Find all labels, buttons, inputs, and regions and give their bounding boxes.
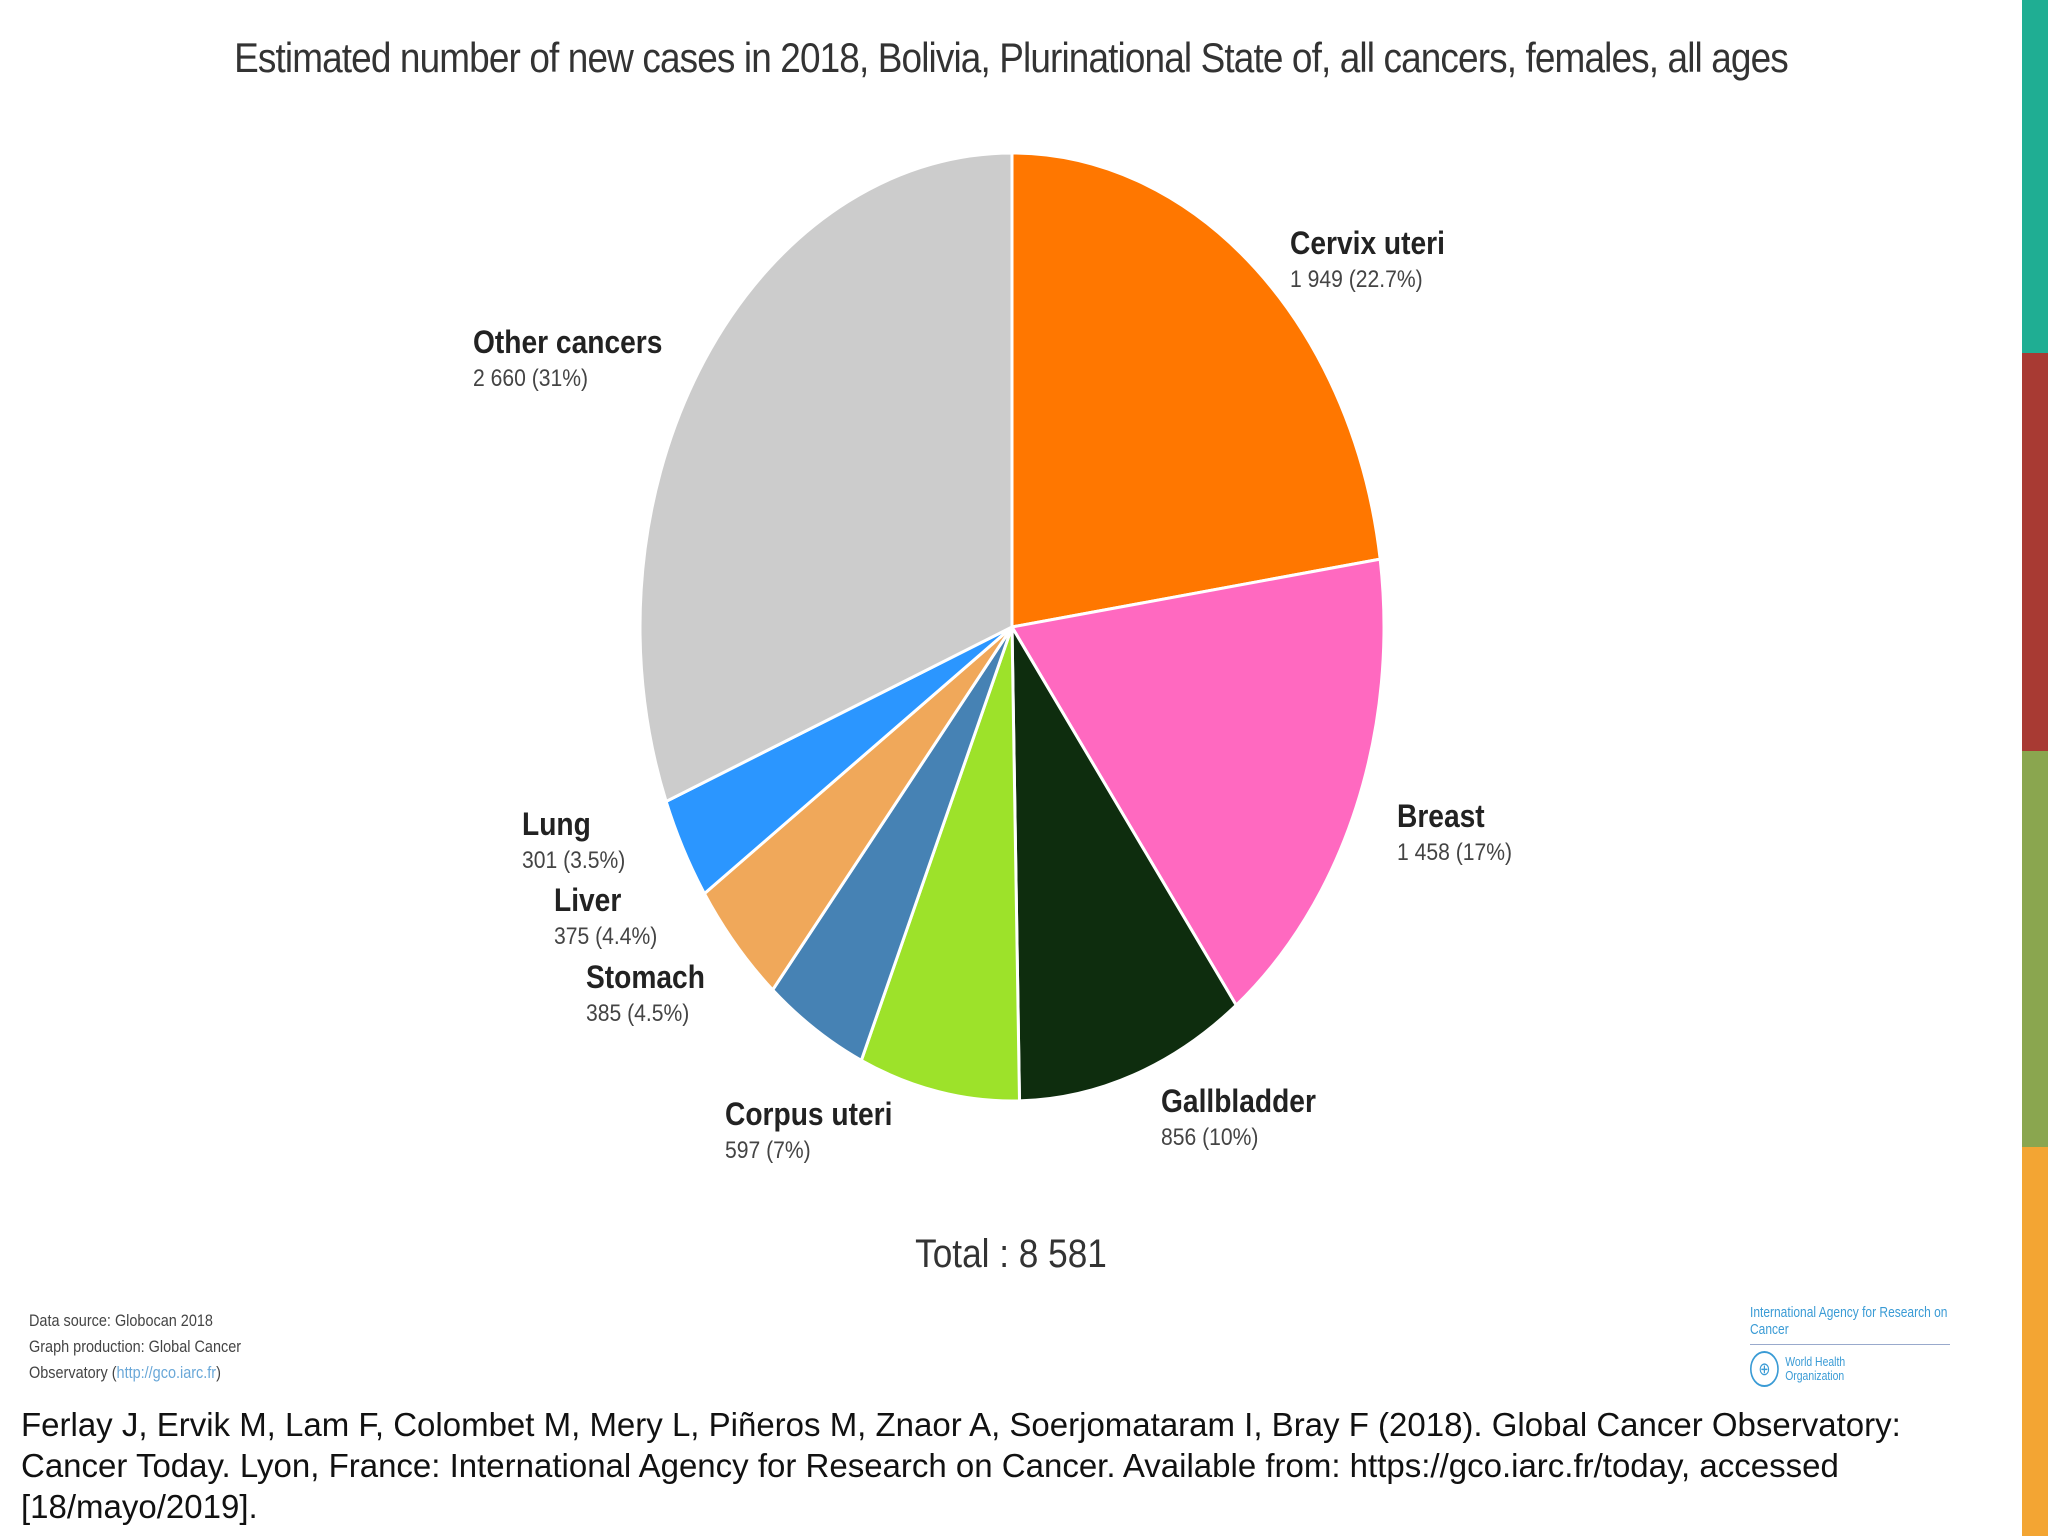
pie-slice-gallbladder [1010, 621, 1239, 1103]
side-stripe [2022, 751, 2048, 1147]
who-text: Organization [1785, 1368, 1845, 1383]
label-corpus-uteri: Corpus uteri 597 (7%) [725, 1096, 893, 1164]
pie-slice-other-cancers [638, 151, 1014, 804]
total-label: Total : 8 581 [915, 1232, 1107, 1276]
pie-slice-corpus-uteri [859, 626, 1022, 1103]
iarc-who-logo: International Agency for Research on Can… [1750, 1304, 1988, 1387]
iarc-logo-text: International Agency for Research on Can… [1750, 1304, 1948, 1338]
label-stomach: Stomach 385 (4.5%) [586, 959, 705, 1027]
who-text: World Health [1785, 1354, 1846, 1369]
label-gallbladder: Gallbladder 856 (10%) [1161, 1083, 1316, 1151]
source-line: Data source: Globocan 2018 [29, 1311, 213, 1330]
chart-title: Estimated number of new cases in 2018, B… [234, 34, 1789, 81]
side-stripe [2022, 353, 2048, 751]
source-link[interactable]: http://gco.iarc.fr [116, 1363, 217, 1382]
label-cervix-uteri: Cervix uteri 1 949 (22.7%) [1290, 225, 1445, 293]
who-globe-icon: ⊕ [1750, 1351, 1779, 1387]
pie-slice-breast [1009, 557, 1386, 1008]
label-other-cancers: Other cancers 2 660 (31%) [473, 324, 663, 392]
label-liver: Liver 375 (4.4%) [554, 882, 658, 950]
citation: Ferlay J, Ervik M, Lam F, Colombet M, Me… [21, 1406, 1901, 1525]
label-lung: Lung 301 (3.5%) [522, 806, 626, 874]
label-breast: Breast 1 458 (17%) [1397, 798, 1513, 866]
source-line: Graph production: Global Cancer [29, 1337, 242, 1356]
side-stripe [2022, 1147, 2048, 1536]
pie-slice-cervix-uteri [1010, 151, 1382, 629]
source-line: ) [216, 1363, 221, 1382]
data-source: Data source: Globocan 2018 Graph product… [29, 1308, 241, 1386]
side-stripe [2022, 0, 2048, 353]
source-line: Observatory ( [29, 1363, 117, 1382]
